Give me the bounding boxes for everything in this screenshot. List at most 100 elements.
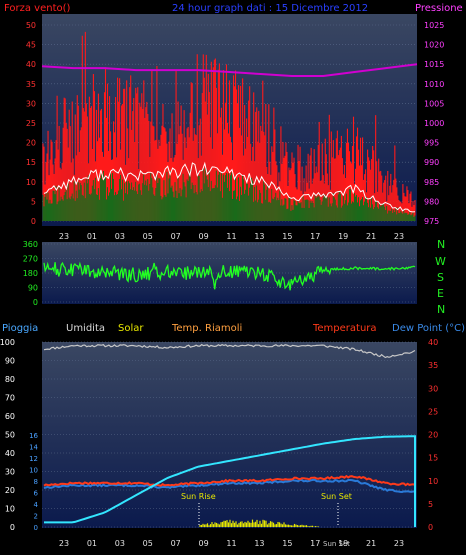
temperature-tick-label: 5 <box>428 500 433 509</box>
rain-tick-label: 16 <box>29 432 38 440</box>
wind-x-tick-label: 17 <box>310 232 320 241</box>
humidity-tick-label: 0 <box>10 523 15 532</box>
wind-x-tick-label: 23 <box>59 232 69 241</box>
wind-tick-label: 20 <box>26 139 36 148</box>
temperature-x-tick-label: 19 <box>338 539 348 548</box>
wind-x-tick-label: 23 <box>394 232 404 241</box>
wind-direction-line <box>43 261 416 291</box>
compass-e: E <box>437 287 444 300</box>
legend-bar <box>0 318 466 338</box>
wind-tick-label: 0 <box>31 217 36 226</box>
temperature-tick-label: 25 <box>428 407 438 416</box>
wind-tick-label: 30 <box>26 99 36 108</box>
wind-tick-label: 35 <box>26 80 36 89</box>
sun-rise-label: Sun Rise <box>181 492 216 501</box>
direction-tick-label: 90 <box>28 284 38 293</box>
pressure-tick-label: 1015 <box>424 60 444 69</box>
humidity-tick-label: 90 <box>5 357 15 366</box>
legend-humidity: Umidita <box>66 323 105 334</box>
pressure-line <box>41 63 418 77</box>
wind-x-tick-label: 13 <box>254 232 264 241</box>
temperature-tick-label: 15 <box>428 454 438 463</box>
humidity-tick-label: 20 <box>5 486 15 495</box>
rain-tick-label: 2 <box>34 513 38 521</box>
pressure-tick-label: 1000 <box>424 119 444 128</box>
rain-tick-label: 6 <box>34 490 39 498</box>
temperature-tick-label: 0 <box>428 523 433 532</box>
temperature-x-tick-label: 01 <box>87 539 97 548</box>
pressure-tick-label: 1020 <box>424 41 444 50</box>
wind-tick-label: 10 <box>26 178 36 187</box>
legend-indoor-temp: Temp. Riamoli <box>171 323 242 334</box>
direction-tick-label: 360 <box>23 240 38 249</box>
humidity-tick-label: 10 <box>5 505 15 514</box>
rain-tick-label: 10 <box>29 467 38 475</box>
pressure-tick-label: 995 <box>424 139 439 148</box>
temperature-line <box>43 474 416 487</box>
pressure-axis-title: Pressione <box>415 3 463 14</box>
wind-speed-line <box>43 161 416 213</box>
wind-x-tick-label: 01 <box>87 232 97 241</box>
pressure-tick-label: 975 <box>424 217 439 226</box>
legend-dew-point: Dew Point (°C) <box>392 323 465 334</box>
rain-tick-label: 4 <box>34 501 39 509</box>
temperature-tick-label: 10 <box>428 477 438 486</box>
compass-s: S <box>437 271 444 284</box>
humidity-tick-label: 70 <box>5 394 15 403</box>
wind-x-tick-label: 09 <box>198 232 208 241</box>
pressure-tick-label: 1010 <box>424 80 444 89</box>
humidity-tick-label: 50 <box>5 431 15 440</box>
rain-line <box>44 435 416 527</box>
wind-tick-label: 15 <box>26 158 36 167</box>
pressure-tick-label: 1025 <box>424 21 444 30</box>
compass-n-top: N <box>437 238 445 251</box>
direction-tick-label: 270 <box>23 255 38 264</box>
chart-title: 24 hour graph dati : 15 Dicembre 2012 <box>172 3 368 14</box>
legend-rain: Pioggia <box>2 323 38 334</box>
pressure-tick-label: 990 <box>424 158 439 167</box>
temperature-x-tick-label: 23 <box>394 539 404 548</box>
temperature-x-tick-label: 11 <box>226 539 236 548</box>
sun-set-label: Sun Set <box>321 492 352 501</box>
wind-tick-label: 5 <box>31 197 36 206</box>
wind-x-tick-label: 15 <box>282 232 292 241</box>
humidity-tick-label: 100 <box>0 338 15 347</box>
temperature-x-tick-label: 15 <box>282 539 292 548</box>
wind-x-tick-label: 21 <box>366 232 376 241</box>
temperature-x-tick-label: 23 <box>59 539 69 548</box>
direction-tick-label: 180 <box>23 269 38 278</box>
legend-temperature: Temperatura <box>312 323 377 334</box>
humidity-tick-label: 30 <box>5 468 15 477</box>
temperature-x-tick-label: 03 <box>115 539 125 548</box>
pressure-tick-label: 980 <box>424 197 439 206</box>
rain-tick-label: 0 <box>34 524 38 532</box>
temperature-x-tick-label: 05 <box>143 539 153 548</box>
rain-tick-label: 14 <box>29 444 38 452</box>
temperature-tick-label: 30 <box>428 384 438 393</box>
compass-n-bottom: N <box>437 303 445 316</box>
temperature-tick-label: 20 <box>428 431 438 440</box>
rain-tick-label: 12 <box>29 455 38 463</box>
wind-tick-label: 25 <box>26 119 36 128</box>
temperature-x-tick-label: 09 <box>198 539 208 548</box>
temperature-tick-label: 35 <box>428 361 438 370</box>
temperature-x-tick-label: 17 <box>310 539 320 548</box>
humidity-tick-label: 40 <box>5 449 15 458</box>
wind-x-tick-label: 03 <box>115 232 125 241</box>
compass-w: W <box>435 255 446 268</box>
wind-tick-label: 45 <box>26 41 36 50</box>
direction-tick-label: 0 <box>33 298 38 307</box>
legend-solar: Solar <box>118 323 144 334</box>
wind-x-tick-label: 19 <box>338 232 348 241</box>
temperature-x-tick-label: 21 <box>366 539 376 548</box>
wind-x-tick-label: 07 <box>171 232 181 241</box>
wind-x-tick-label: 11 <box>226 232 236 241</box>
sun-set-tick-label: Sun Set <box>323 540 350 548</box>
humidity-tick-label: 80 <box>5 375 15 384</box>
humidity-line <box>43 343 416 359</box>
pressure-tick-label: 1005 <box>424 99 444 108</box>
temperature-panel <box>42 342 417 528</box>
dew-point-line <box>43 478 415 494</box>
humidity-tick-label: 60 <box>5 412 15 421</box>
